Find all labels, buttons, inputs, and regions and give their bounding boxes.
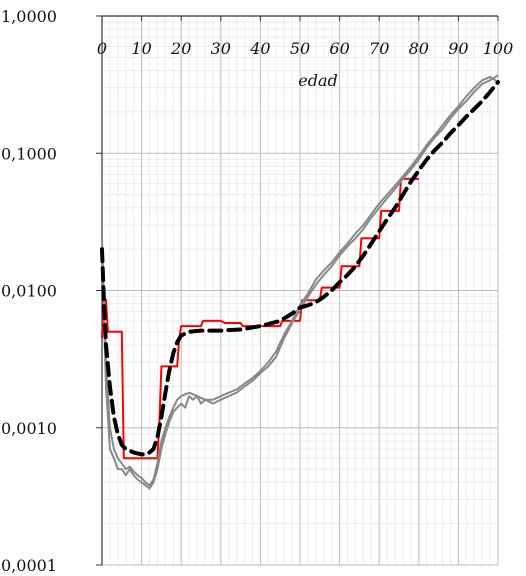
y-tick-label: 0,0010 (1, 419, 57, 438)
x-tick-label: 100 (483, 39, 514, 58)
x-tick-label: 20 (170, 39, 191, 58)
x-tick-label: 30 (211, 39, 231, 58)
y-tick-label: 1,0000 (1, 7, 57, 26)
series-line-1 (101, 74, 499, 490)
x-tick-label: 0 (97, 39, 107, 58)
series-group (100, 74, 500, 490)
x-tick-label: 90 (448, 39, 468, 58)
y-tick-label: 0,1000 (1, 144, 57, 163)
y-tick-label: 0,0100 (1, 282, 57, 301)
series-line-2 (101, 75, 499, 487)
tick-labels: 1,0000 0,1000 0,0100 0,0010 0,0001 0 10 20 30 40 5… (1, 7, 513, 575)
x-tick-label: 60 (329, 39, 349, 58)
grid (101, 15, 499, 566)
x-tick-label: 10 (131, 39, 151, 58)
x-tick-label: 40 (249, 39, 270, 58)
x-tick-label: 50 (290, 39, 310, 58)
x-axis-label: edad (298, 71, 338, 90)
series-line-3 (100, 80, 500, 457)
x-tick-label: 70 (369, 39, 389, 58)
y-tick-label: 0,0001 (1, 556, 57, 575)
x-tick-label: 80 (409, 39, 429, 58)
